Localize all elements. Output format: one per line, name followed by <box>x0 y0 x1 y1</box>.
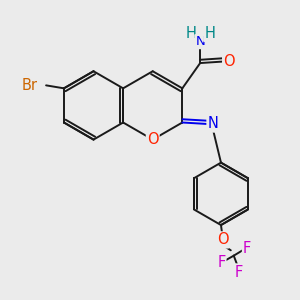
Text: N: N <box>195 35 205 48</box>
Text: H: H <box>204 26 215 41</box>
Text: H: H <box>185 26 196 41</box>
Text: O: O <box>147 132 158 147</box>
Text: Br: Br <box>21 78 37 93</box>
Text: N: N <box>208 116 218 131</box>
Text: O: O <box>223 54 235 69</box>
Text: F: F <box>243 241 251 256</box>
Text: O: O <box>217 232 228 247</box>
Text: F: F <box>217 255 225 270</box>
Text: F: F <box>235 265 243 280</box>
